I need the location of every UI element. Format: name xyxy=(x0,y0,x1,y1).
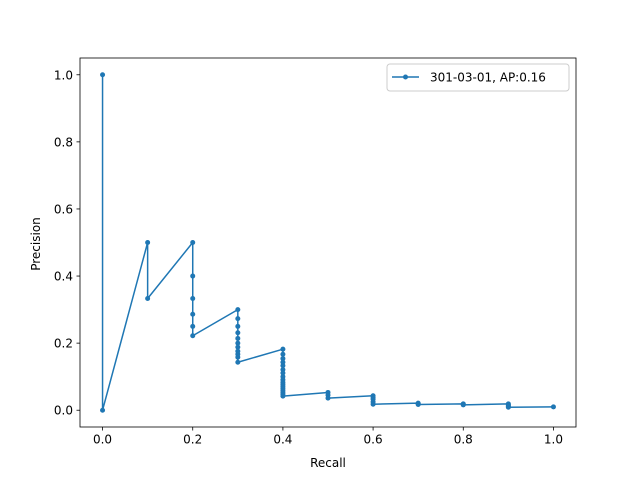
plot-area xyxy=(100,72,556,413)
y-tick-label: 1.0 xyxy=(54,68,73,82)
y-tick-label: 0.6 xyxy=(54,202,73,216)
data-point xyxy=(505,404,511,410)
data-point xyxy=(145,296,151,302)
data-point xyxy=(235,354,241,360)
y-tick-label: 0.8 xyxy=(54,135,73,149)
axes: 0.0 0.2 0.4 0.6 0.8 1.0 0.0 0.2 0.4 0.6 0.8 1.0 xyxy=(54,57,577,447)
data-point xyxy=(280,370,286,376)
y-tick-label: 0.4 xyxy=(54,270,73,284)
y-tick-label: 0.2 xyxy=(54,337,73,351)
data-point xyxy=(100,72,106,78)
x-tick-label: 0.0 xyxy=(93,433,112,447)
x-tick-label: 0.2 xyxy=(183,433,202,447)
data-point xyxy=(280,363,286,369)
data-point xyxy=(100,407,106,413)
data-point xyxy=(235,316,241,322)
data-point xyxy=(235,359,241,365)
data-point xyxy=(370,401,376,407)
x-tick-label: 0.6 xyxy=(364,433,383,447)
data-point xyxy=(280,393,286,399)
data-point xyxy=(325,395,331,401)
data-point xyxy=(190,311,196,317)
x-tick-label: 0.4 xyxy=(273,433,292,447)
data-point xyxy=(235,335,241,341)
data-point xyxy=(235,323,241,329)
x-axis-label: Recall xyxy=(310,456,346,470)
x-tick-label: 0.8 xyxy=(454,433,473,447)
data-point xyxy=(190,323,196,329)
data-point xyxy=(235,340,241,346)
data-point xyxy=(235,344,241,350)
data-point xyxy=(280,356,286,362)
data-point xyxy=(235,330,241,336)
data-point xyxy=(190,240,196,245)
x-tick-label: 1.0 xyxy=(544,433,563,447)
data-point xyxy=(190,273,196,279)
y-axis-label: Precision xyxy=(29,217,43,271)
data-point xyxy=(280,346,286,352)
data-point xyxy=(190,333,196,339)
data-point xyxy=(550,404,556,410)
y-tick-label: 0.0 xyxy=(54,404,73,418)
legend-series-label: 301-03-01, AP:0.16 xyxy=(430,71,546,85)
legend-marker-swatch xyxy=(403,74,408,80)
data-point xyxy=(235,307,241,313)
axes-frame xyxy=(79,57,577,428)
data-point xyxy=(460,402,466,408)
legend-box xyxy=(386,63,570,92)
data-point xyxy=(145,240,151,245)
data-point xyxy=(415,402,421,408)
legend: 301-03-01, AP:0.16 xyxy=(386,63,570,92)
data-point xyxy=(190,296,196,302)
data-point xyxy=(280,351,286,357)
